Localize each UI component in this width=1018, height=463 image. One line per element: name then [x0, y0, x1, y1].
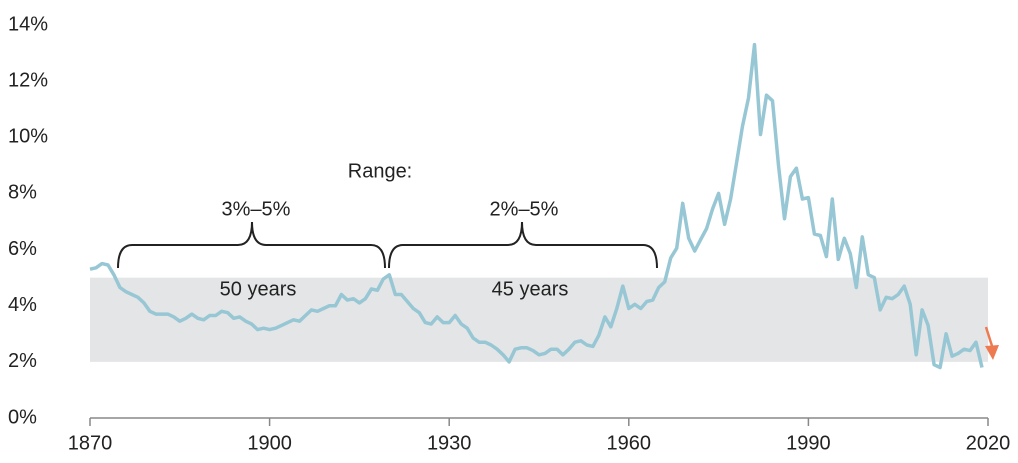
annotation: Range:	[348, 160, 413, 182]
x-tick-label: 1990	[786, 432, 831, 454]
brace	[388, 221, 658, 269]
annotation: 45 years	[492, 278, 569, 300]
annotation: 3%–5%	[222, 198, 291, 220]
brace	[117, 221, 386, 269]
y-tick-label: 8%	[8, 182, 37, 204]
y-tick-label: 6%	[8, 238, 37, 260]
arrow	[984, 326, 994, 347]
y-tick-label: 4%	[8, 294, 37, 316]
y-tick-label: 12%	[8, 69, 48, 91]
y-tick-label: 14%	[8, 13, 48, 35]
x-tick-label: 1870	[68, 432, 113, 454]
y-tick-label: 0%	[8, 406, 37, 428]
x-tick-label: 1960	[607, 432, 652, 454]
annotation: 50 years	[220, 278, 297, 300]
y-tick-label: 10%	[8, 126, 48, 148]
x-tick-label: 2020	[966, 432, 1011, 454]
x-tick-label: 1900	[247, 432, 292, 454]
shaded-range	[90, 277, 988, 362]
x-tick-label: 1930	[427, 432, 472, 454]
y-tick-label: 2%	[8, 350, 37, 372]
annotation: 2%–5%	[490, 198, 559, 220]
line	[89, 42, 984, 370]
arrow-head	[985, 345, 999, 360]
